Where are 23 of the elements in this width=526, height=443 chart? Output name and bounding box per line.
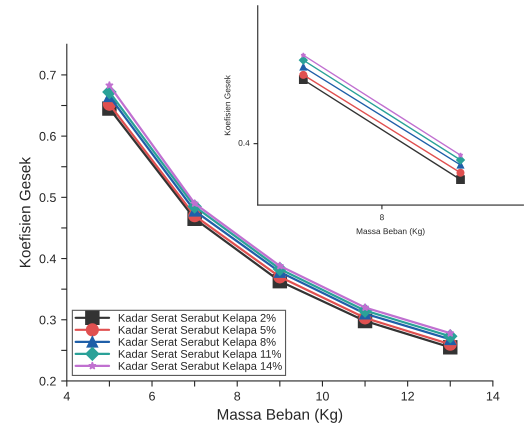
x-axis-title: Massa Beban (Kg) [356, 228, 425, 236]
legend-label: Kadar Serat Serabut Kelapa 8% [118, 338, 276, 348]
legend-label: Kadar Serat Serabut Kelapa 11% [118, 350, 282, 360]
x-axis-title: Massa Beban (Kg) [218, 408, 342, 423]
y-tick-label: 0.7 [40, 70, 56, 80]
y-tick-label: 0.4 [40, 254, 56, 264]
annotation: 0.4 [238, 140, 250, 146]
legend-label: Kadar Serat Serabut Kelapa 5% [118, 326, 276, 336]
x-tick-label: 10 [316, 392, 329, 401]
legend-label: Kadar Serat Serabut Kelapa 2% [118, 314, 276, 324]
y-tick-label: 0.3 [40, 316, 56, 324]
x-tick-label: 4 [64, 392, 70, 400]
y-tick-label: 0.5 [40, 193, 56, 202]
x-tick-label: 6 [149, 392, 155, 401]
x-tick-label: 8 [234, 392, 240, 401]
y-tick-label: 0.6 [40, 132, 56, 141]
y-axis-title: Koefisien Gesek [19, 156, 30, 268]
legend-label: Kadar Serat Serabut Kelapa 14% [118, 362, 282, 372]
y-tick-label: 0.2 [40, 376, 56, 386]
y-axis-title: Koefisien Gesek [224, 75, 230, 136]
annotation: 8 [380, 214, 384, 220]
x-tick-label: 12 [402, 392, 414, 400]
x-tick-label: 14 [486, 392, 500, 400]
